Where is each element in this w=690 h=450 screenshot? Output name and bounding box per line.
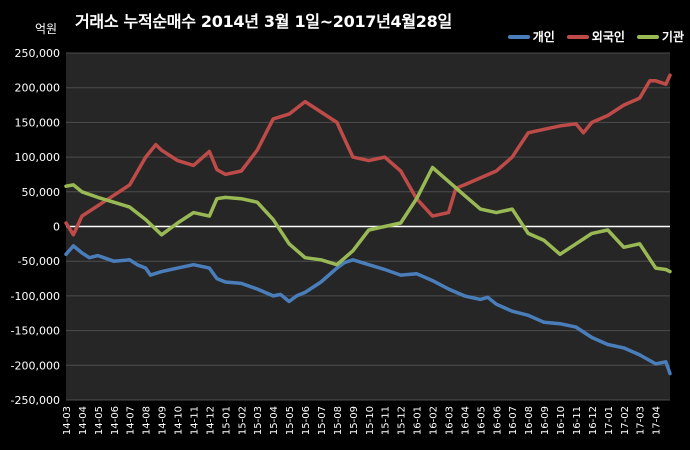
x-tick-label: 14-11: [189, 406, 200, 435]
x-tick-label: 15-11: [381, 406, 392, 435]
x-tick-label: 16-04: [460, 406, 471, 435]
x-tick-label: 15-10: [365, 406, 376, 435]
y-axis-unit-label: 억원: [35, 22, 58, 36]
legend: 개인 외국인 기관: [507, 28, 684, 45]
x-tick-label: 15-09: [349, 406, 360, 435]
y-tick-label: -50,000: [18, 255, 60, 268]
legend-label-institution: 기관: [661, 30, 684, 44]
x-tick-label: 16-01: [413, 406, 424, 435]
y-tick-label: 50,000: [22, 186, 61, 199]
y-tick-label: 0: [53, 221, 60, 234]
x-tick-label: 14-03: [62, 406, 73, 435]
y-tick-label: -100,000: [11, 290, 60, 303]
legend-item-institution: 기관: [636, 28, 684, 45]
y-axis: 250,000 200,000 150,000 100,000 50,000 0 -50,0…: [11, 47, 60, 407]
x-tick-label: 14-08: [142, 406, 153, 435]
x-tick-label: 15-05: [285, 406, 296, 435]
legend-item-individual: 개인: [507, 28, 555, 45]
x-tick-label: 15-12: [397, 406, 408, 435]
x-tick-label: 14-04: [78, 406, 89, 435]
x-tick-label: 15-01: [221, 406, 232, 435]
x-tick-label: 16-03: [444, 406, 455, 435]
x-tick-label: 14-05: [94, 406, 105, 435]
y-tick-label: 100,000: [15, 151, 61, 164]
y-tick-label: 250,000: [15, 47, 61, 60]
y-tick-label: -200,000: [11, 359, 60, 372]
x-tick-label: 16-12: [588, 406, 599, 435]
legend-label-individual: 개인: [532, 30, 555, 44]
chart-title: 거래소 누적순매수 2014년 3월 1일~2017년4월28일: [75, 12, 452, 31]
x-tick-label: 17-01: [604, 406, 615, 435]
x-tick-label: 14-10: [174, 406, 185, 435]
x-tick-label: 14-07: [126, 406, 137, 435]
legend-swatch-individual: [507, 34, 530, 39]
x-tick-label: 16-10: [556, 406, 567, 435]
x-tick-label: 16-11: [572, 406, 583, 435]
gridlines: [66, 52, 670, 401]
x-tick-label: 15-02: [237, 406, 248, 435]
x-tick-label: 16-05: [476, 406, 487, 435]
legend-swatch-institution: [636, 34, 659, 39]
y-tick-label: -150,000: [11, 325, 60, 338]
y-tick-label: -250,000: [11, 394, 60, 407]
x-tick-label: 14-06: [110, 406, 121, 435]
x-tick-label: 16-07: [508, 406, 519, 435]
legend-swatch-foreign: [566, 34, 589, 39]
x-tick-label: 15-07: [317, 406, 328, 435]
series-line-institution: [64, 165, 672, 274]
x-tick-label: 14-12: [205, 406, 216, 435]
x-axis: 14-03 14-04 14-05 14-06 14-07 14-08 14-09 14-10…: [62, 406, 663, 435]
x-tick-label: 16-09: [540, 406, 551, 435]
legend-label-foreign: 외국인: [591, 30, 625, 44]
x-tick-label: 15-08: [333, 406, 344, 435]
x-tick-label: 15-03: [253, 406, 264, 435]
x-tick-label: 17-03: [636, 406, 647, 435]
series-line-foreign: [64, 73, 672, 237]
x-tick-label: 15-04: [269, 406, 280, 435]
y-tick-label: 150,000: [15, 116, 61, 129]
x-tick-label: 17-04: [652, 406, 663, 435]
x-tick-label: 16-06: [492, 406, 503, 435]
legend-item-foreign: 외국인: [566, 28, 625, 45]
x-tick-label: 16-02: [429, 406, 440, 435]
x-tick-label: 14-09: [158, 406, 169, 435]
x-tick-label: 16-08: [524, 406, 535, 435]
series-lines: [64, 73, 672, 376]
y-tick-label: 200,000: [15, 82, 61, 95]
x-tick-label: 17-02: [620, 406, 631, 435]
series-line-individual: [64, 244, 672, 376]
x-tick-label: 15-06: [301, 406, 312, 435]
